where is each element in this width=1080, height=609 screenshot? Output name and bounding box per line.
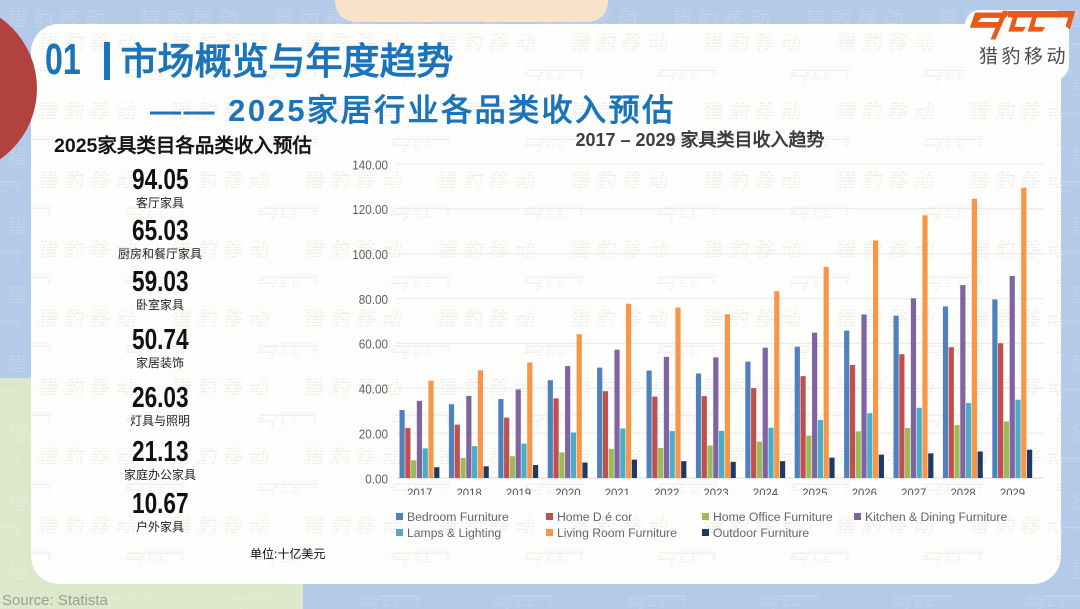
svg-text:140.00: 140.00	[352, 157, 388, 172]
svg-text:2027: 2027	[901, 486, 927, 495]
svg-text:2018: 2018	[457, 486, 483, 495]
svg-text:40.00: 40.00	[359, 382, 388, 397]
svg-text:60.00: 60.00	[359, 337, 388, 352]
svg-text:2026: 2026	[852, 486, 878, 495]
svg-text:2022: 2022	[654, 486, 680, 495]
svg-text:2019: 2019	[506, 486, 532, 495]
svg-text:80.00: 80.00	[359, 292, 388, 307]
svg-text:2029: 2029	[1000, 486, 1026, 495]
svg-text:100.00: 100.00	[352, 247, 388, 262]
svg-text:2025: 2025	[802, 486, 828, 495]
svg-text:2021: 2021	[605, 486, 631, 495]
svg-text:2024: 2024	[753, 486, 779, 495]
svg-text:0.00: 0.00	[365, 471, 388, 486]
svg-text:2017: 2017	[407, 486, 433, 495]
svg-text:120.00: 120.00	[352, 202, 388, 217]
svg-text:猎豹移动: 猎豹移动	[979, 46, 1069, 68]
svg-text:2020: 2020	[555, 486, 581, 495]
svg-text:20.00: 20.00	[359, 426, 388, 441]
svg-text:2028: 2028	[951, 486, 977, 495]
svg-text:2023: 2023	[704, 486, 730, 495]
